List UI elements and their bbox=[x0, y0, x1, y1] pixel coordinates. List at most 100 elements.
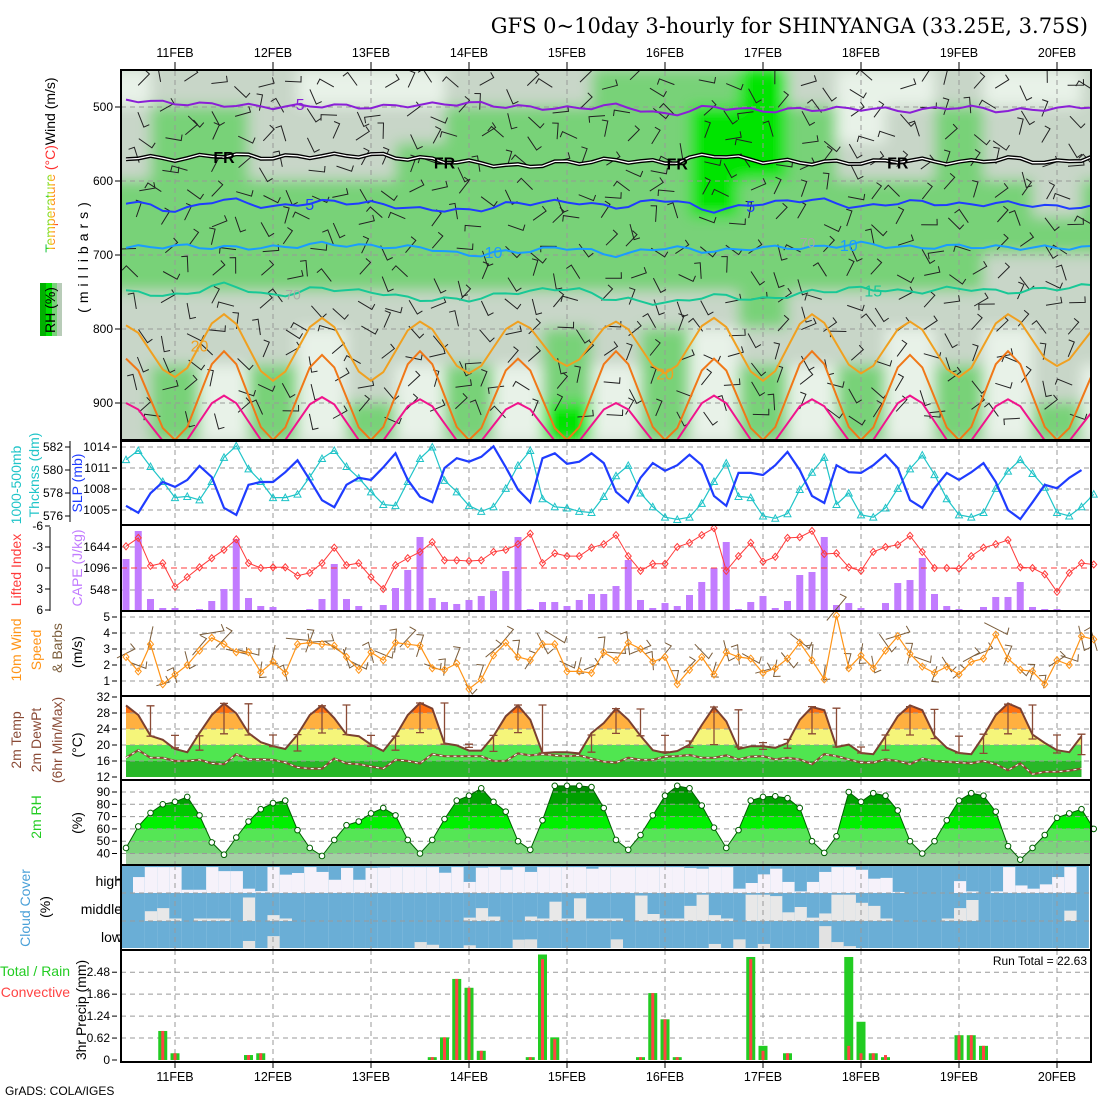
cloud-bar-low bbox=[1052, 921, 1065, 948]
wind-barb bbox=[1054, 378, 1073, 386]
wind-barb bbox=[474, 93, 481, 110]
wind-barb bbox=[332, 405, 348, 419]
wind-barb bbox=[729, 218, 746, 226]
wind-barb bbox=[162, 379, 179, 391]
day-label-bottom: 13FEB bbox=[352, 1070, 390, 1084]
cloud-clear-high bbox=[855, 869, 869, 893]
wind-barb bbox=[878, 633, 897, 653]
cape-bar bbox=[845, 603, 853, 611]
thickness-point bbox=[636, 488, 645, 497]
wind-barb bbox=[606, 409, 624, 417]
wind-barb bbox=[481, 261, 490, 279]
wind-barb bbox=[671, 669, 680, 684]
wind-barb bbox=[527, 346, 542, 362]
lifted-index-point bbox=[894, 540, 902, 550]
thickness-point bbox=[709, 476, 719, 485]
day-label-bottom: 16FEB bbox=[646, 1070, 684, 1084]
lifted-index-point bbox=[869, 547, 877, 557]
wind-barb bbox=[237, 135, 256, 144]
wind-tick-label: 1 bbox=[103, 674, 110, 688]
cape-bar bbox=[245, 598, 252, 611]
cloud-bar-low bbox=[978, 921, 991, 948]
rh-contour-label: 70 bbox=[800, 235, 816, 251]
cloud-bar-middle bbox=[451, 893, 464, 921]
cloud-bar-middle bbox=[721, 893, 734, 921]
cloud-bar-middle bbox=[328, 893, 342, 921]
wind-barb bbox=[849, 88, 867, 99]
thickness-point bbox=[195, 495, 204, 504]
thickness-point bbox=[513, 460, 523, 469]
lifted-index-point bbox=[967, 551, 975, 561]
minmax-bar bbox=[930, 708, 939, 740]
wind-barb bbox=[659, 102, 676, 116]
cape-bar bbox=[122, 559, 130, 611]
rh-cell bbox=[689, 254, 739, 293]
day-label-bottom: 15FEB bbox=[548, 1070, 586, 1084]
wind-barb bbox=[826, 593, 847, 621]
wind-barb bbox=[947, 217, 965, 230]
rh-cell bbox=[787, 328, 837, 367]
cape-bar bbox=[624, 559, 632, 611]
rh-cell bbox=[199, 365, 249, 404]
wind-barb bbox=[408, 325, 425, 339]
rh-cell bbox=[1081, 71, 1091, 108]
cloud-middle-label: middle bbox=[81, 901, 122, 917]
cloud-bar-middle bbox=[708, 893, 722, 921]
wind-barb bbox=[138, 138, 156, 149]
wind-barb bbox=[350, 661, 369, 670]
wind-barb bbox=[439, 130, 458, 138]
wind-barb bbox=[199, 624, 225, 636]
wind-barb bbox=[479, 329, 495, 343]
rh-cell bbox=[1081, 180, 1091, 219]
wind-barb bbox=[604, 192, 622, 199]
cape-bar bbox=[882, 603, 889, 611]
cloud-clear-low bbox=[708, 943, 722, 948]
cloud-bar-low bbox=[390, 921, 403, 948]
cloud-clear-high bbox=[537, 867, 550, 893]
cape-bar bbox=[502, 571, 510, 611]
isotherm-line bbox=[125, 240, 1091, 259]
cape-tick-label: 548 bbox=[90, 583, 110, 597]
cape-bar bbox=[257, 606, 265, 611]
thickness-point bbox=[268, 493, 278, 502]
wind-barb bbox=[380, 245, 393, 261]
wind-barb bbox=[801, 306, 812, 323]
rh-band bbox=[126, 816, 1091, 829]
rh-point bbox=[820, 849, 828, 857]
rh-cell bbox=[787, 71, 837, 108]
wind-barb bbox=[407, 370, 421, 387]
wind-barb bbox=[657, 189, 675, 197]
cloud-bar-middle bbox=[267, 893, 280, 921]
wind-barb bbox=[332, 308, 349, 320]
cloud-bar-low bbox=[659, 921, 673, 948]
cloud-clear-high bbox=[954, 881, 967, 893]
wind-barb bbox=[921, 71, 930, 82]
rh-cell bbox=[395, 106, 445, 145]
cloud-clear-high bbox=[1027, 888, 1040, 893]
wind-barb bbox=[847, 304, 865, 312]
minmax-bar bbox=[1004, 703, 1012, 735]
cloud-clear-middle bbox=[782, 912, 795, 921]
rh-point bbox=[980, 792, 987, 799]
wind-barb bbox=[924, 266, 941, 276]
slp-label: SLP (mb) bbox=[69, 454, 85, 513]
wind-speed-point bbox=[1004, 654, 1012, 663]
cloud-clear-high bbox=[488, 867, 501, 893]
cloud-bar-low bbox=[144, 921, 158, 948]
rh-cell bbox=[121, 217, 151, 256]
wind-barb bbox=[972, 180, 979, 198]
cloud-clear-high bbox=[169, 867, 182, 893]
wind-barb bbox=[405, 236, 417, 254]
wind-speed-point bbox=[734, 652, 743, 662]
wind-barb bbox=[184, 119, 199, 136]
wind-barb bbox=[212, 122, 220, 140]
wind-barb bbox=[285, 633, 310, 641]
minmax-bar bbox=[220, 702, 228, 735]
wind-speed-point bbox=[685, 665, 694, 675]
wind-barb bbox=[516, 177, 533, 190]
wind-barb bbox=[507, 224, 526, 231]
lifted-index-point bbox=[391, 560, 400, 570]
cloud-clear-middle bbox=[488, 916, 501, 921]
isotherm-label: 20 bbox=[191, 339, 209, 356]
wind-barb bbox=[259, 661, 267, 679]
